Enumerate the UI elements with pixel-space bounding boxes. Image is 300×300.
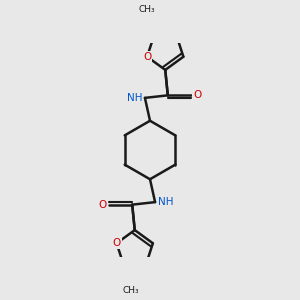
Text: CH₃: CH₃	[123, 286, 140, 295]
Text: NH: NH	[158, 197, 173, 207]
Text: O: O	[99, 200, 107, 210]
Text: NH: NH	[127, 93, 142, 103]
Text: O: O	[193, 90, 201, 100]
Text: O: O	[143, 52, 151, 62]
Text: CH₃: CH₃	[138, 5, 155, 14]
Text: O: O	[112, 238, 121, 248]
